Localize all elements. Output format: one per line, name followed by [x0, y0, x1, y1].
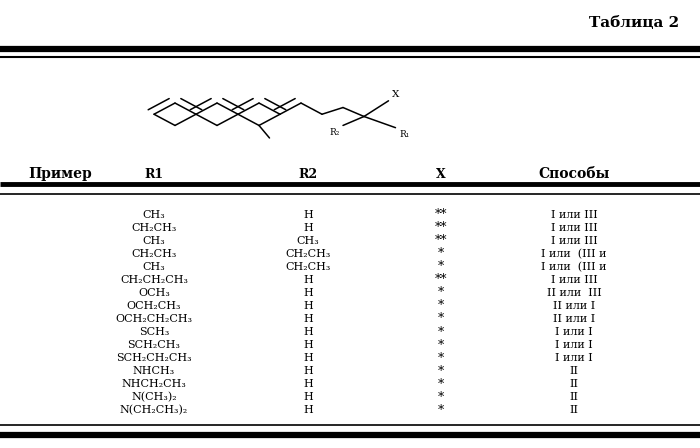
Text: H: H	[303, 405, 313, 415]
Text: Таблица 2: Таблица 2	[589, 16, 679, 30]
Text: *: *	[438, 286, 444, 299]
Text: *: *	[438, 260, 444, 273]
Text: H: H	[303, 314, 313, 324]
Text: CH₂CH₃: CH₂CH₃	[132, 223, 176, 233]
Text: II или I: II или I	[553, 301, 595, 311]
Text: R1: R1	[144, 168, 164, 181]
Text: *: *	[438, 299, 444, 312]
Text: *: *	[438, 378, 444, 391]
Text: CH₂CH₃: CH₂CH₃	[132, 249, 176, 259]
Text: II: II	[570, 405, 578, 415]
Text: II: II	[570, 379, 578, 389]
Text: CH₂CH₃: CH₂CH₃	[286, 249, 330, 259]
Text: NHCH₂CH₃: NHCH₂CH₃	[122, 379, 186, 389]
Text: **: **	[435, 221, 447, 234]
Text: I или  (III и: I или (III и	[541, 249, 607, 259]
Text: OCH₂CH₂CH₃: OCH₂CH₂CH₃	[116, 314, 192, 324]
Text: R₂: R₂	[329, 128, 340, 137]
Text: I или I: I или I	[555, 327, 593, 337]
Text: *: *	[438, 391, 444, 404]
Text: II: II	[570, 392, 578, 402]
Text: **: **	[435, 273, 447, 286]
Text: I или III: I или III	[551, 236, 597, 246]
Text: X: X	[436, 168, 446, 181]
Text: H: H	[303, 392, 313, 402]
Text: SCH₃: SCH₃	[139, 327, 169, 337]
Text: *: *	[438, 339, 444, 352]
Text: I или  (III и: I или (III и	[541, 262, 607, 272]
Text: CH₃: CH₃	[143, 262, 165, 272]
Text: H: H	[303, 210, 313, 220]
Text: OCH₂CH₃: OCH₂CH₃	[127, 301, 181, 311]
Text: II или I: II или I	[553, 314, 595, 324]
Text: H: H	[303, 340, 313, 350]
Text: R₁: R₁	[399, 130, 409, 139]
Text: OCH₃: OCH₃	[138, 288, 170, 298]
Text: H: H	[303, 327, 313, 337]
Text: CH₂CH₂CH₃: CH₂CH₂CH₃	[120, 275, 188, 285]
Text: I или III: I или III	[551, 275, 597, 285]
Text: I или III: I или III	[551, 210, 597, 220]
Text: *: *	[438, 313, 444, 326]
Text: **: **	[435, 234, 447, 247]
Text: Пример: Пример	[28, 168, 92, 181]
Text: NHCH₃: NHCH₃	[133, 366, 175, 376]
Text: I или I: I или I	[555, 340, 593, 350]
Text: II или  III: II или III	[547, 288, 601, 298]
Text: *: *	[438, 247, 444, 260]
Text: *: *	[438, 352, 444, 365]
Text: CH₃: CH₃	[143, 236, 165, 246]
Text: SCH₂CH₂CH₃: SCH₂CH₂CH₃	[116, 353, 192, 363]
Text: Способы: Способы	[538, 168, 610, 181]
Text: *: *	[438, 404, 444, 417]
Text: *: *	[438, 365, 444, 378]
Text: N(CH₃)₂: N(CH₃)₂	[131, 392, 177, 402]
Text: H: H	[303, 223, 313, 233]
Text: I или I: I или I	[555, 353, 593, 363]
Text: N(CH₂CH₃)₂: N(CH₂CH₃)₂	[120, 405, 188, 415]
Text: CH₂CH₃: CH₂CH₃	[286, 262, 330, 272]
Text: I или III: I или III	[551, 223, 597, 233]
Text: H: H	[303, 275, 313, 285]
Text: CH₃: CH₃	[297, 236, 319, 246]
Text: H: H	[303, 288, 313, 298]
Text: CH₃: CH₃	[143, 210, 165, 220]
Text: R2: R2	[298, 168, 318, 181]
Text: **: **	[435, 208, 447, 221]
Text: II: II	[570, 366, 578, 376]
Text: *: *	[438, 326, 444, 339]
Text: H: H	[303, 379, 313, 389]
Text: H: H	[303, 353, 313, 363]
Text: SCH₂CH₃: SCH₂CH₃	[127, 340, 181, 350]
Text: H: H	[303, 301, 313, 311]
Text: H: H	[303, 366, 313, 376]
Text: X: X	[392, 90, 400, 99]
